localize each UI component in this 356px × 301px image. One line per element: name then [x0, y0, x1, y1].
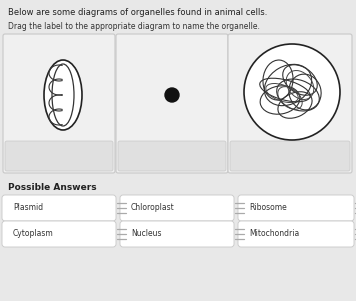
FancyBboxPatch shape	[230, 141, 350, 171]
FancyBboxPatch shape	[120, 221, 234, 247]
Circle shape	[244, 44, 340, 140]
FancyBboxPatch shape	[2, 195, 116, 221]
FancyBboxPatch shape	[238, 195, 354, 221]
Text: Cytoplasm: Cytoplasm	[13, 229, 54, 238]
FancyBboxPatch shape	[120, 195, 234, 221]
FancyBboxPatch shape	[228, 34, 352, 173]
FancyBboxPatch shape	[5, 141, 113, 171]
Circle shape	[165, 88, 179, 102]
Text: Ribosome: Ribosome	[249, 203, 287, 213]
Text: Mitochondria: Mitochondria	[249, 229, 299, 238]
Ellipse shape	[44, 60, 82, 130]
FancyBboxPatch shape	[116, 34, 228, 173]
FancyBboxPatch shape	[118, 141, 226, 171]
FancyBboxPatch shape	[238, 221, 354, 247]
FancyBboxPatch shape	[3, 34, 115, 173]
Text: Below are some diagrams of organelles found in animal cells.: Below are some diagrams of organelles fo…	[8, 8, 267, 17]
Text: Nucleus: Nucleus	[131, 229, 162, 238]
Text: Possible Answers: Possible Answers	[8, 183, 96, 192]
Text: Plasmid: Plasmid	[13, 203, 43, 213]
Text: Drag the label to the appropriate diagram to name the organelle.: Drag the label to the appropriate diagra…	[8, 22, 260, 31]
Text: Chloroplast: Chloroplast	[131, 203, 175, 213]
FancyBboxPatch shape	[2, 221, 116, 247]
